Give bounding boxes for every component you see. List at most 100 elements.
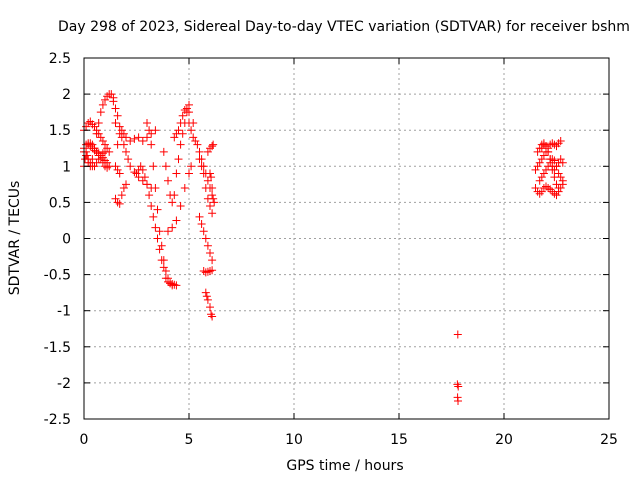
- data-point: [542, 182, 550, 191]
- data-point: [143, 133, 151, 142]
- data-point: [189, 133, 198, 142]
- data-point: [98, 149, 107, 158]
- data-point: [550, 189, 559, 198]
- data-point: [103, 92, 112, 101]
- data-point: [119, 140, 128, 149]
- data-point: [201, 268, 210, 277]
- data-point: [96, 155, 105, 164]
- data-point: [552, 191, 561, 200]
- data-point: [558, 158, 567, 167]
- data-point: [113, 111, 122, 120]
- data-point: [145, 191, 154, 200]
- data-point: [147, 140, 156, 149]
- data-point: [101, 95, 109, 104]
- grid-lines: [84, 58, 609, 419]
- data-point: [126, 137, 135, 146]
- data-point: [153, 234, 162, 243]
- data-point: [147, 129, 156, 138]
- data-point: [185, 108, 193, 117]
- y-tick-label: 2.5: [49, 51, 71, 67]
- data-point: [136, 162, 145, 171]
- data-point: [145, 126, 154, 135]
- data-point: [454, 396, 463, 405]
- data-point: [113, 198, 122, 207]
- data-point: [206, 169, 214, 178]
- data-point: [170, 133, 179, 142]
- y-axis-tick-labels: -2.5 -2 -1.5 -1 -0.5 0 0.5 1 1.5 2 2.5: [44, 51, 71, 428]
- data-point: [86, 139, 95, 148]
- data-point: [143, 118, 151, 127]
- axis-ticks: [83, 57, 610, 420]
- data-point: [151, 223, 160, 232]
- data-point: [558, 176, 567, 185]
- data-point: [453, 330, 462, 339]
- data-point: [552, 162, 561, 171]
- data-point: [174, 155, 183, 164]
- x-tick-label: 10: [285, 432, 303, 448]
- data-point: [122, 180, 130, 189]
- data-point: [185, 169, 193, 178]
- data-point: [130, 134, 139, 143]
- data-point: [203, 267, 212, 276]
- data-point: [208, 312, 217, 321]
- data-point: [542, 142, 550, 151]
- data-point: [206, 202, 214, 211]
- data-point: [140, 173, 149, 182]
- data-point: [90, 122, 99, 131]
- data-point: [187, 162, 196, 171]
- data-point: [546, 185, 555, 194]
- data-point: [88, 140, 97, 149]
- data-point: [117, 191, 126, 200]
- data-point: [195, 212, 204, 221]
- data-point: [533, 162, 542, 171]
- data-point: [130, 168, 139, 177]
- data-point: [535, 158, 544, 167]
- data-point: [203, 241, 212, 250]
- x-tick-label: 15: [390, 432, 408, 448]
- data-point: [94, 151, 103, 160]
- y-tick-label: 1.5: [49, 123, 71, 139]
- data-point: [535, 176, 544, 185]
- data-point: [544, 183, 553, 192]
- data-point: [539, 169, 548, 178]
- y-tick-label: -1.5: [44, 340, 71, 356]
- x-tick-label: 25: [600, 432, 618, 448]
- data-point: [111, 118, 120, 127]
- data-point: [531, 165, 540, 174]
- data-point: [170, 280, 179, 289]
- data-point: [208, 191, 217, 200]
- data-point: [180, 183, 189, 192]
- data-point: [544, 162, 553, 171]
- data-point: [533, 147, 542, 156]
- data-point: [537, 155, 546, 164]
- data-point: [164, 176, 172, 185]
- data-point: [164, 277, 172, 286]
- series-2: [531, 137, 567, 200]
- data-point: [164, 227, 172, 236]
- data-point: [208, 183, 217, 192]
- data-point: [168, 281, 177, 290]
- data-point: [454, 382, 463, 391]
- data-point: [98, 100, 107, 109]
- data-point: [161, 162, 170, 171]
- data-point: [111, 194, 120, 203]
- data-point: [535, 189, 544, 198]
- data-point: [115, 199, 124, 208]
- data-point: [111, 104, 120, 113]
- data-point: [209, 194, 218, 203]
- data-point: [101, 147, 109, 156]
- data-point: [556, 137, 565, 146]
- chart-title: Day 298 of 2023, Sidereal Day-to-day VTE…: [58, 19, 630, 35]
- data-point: [157, 256, 166, 265]
- data-point: [208, 209, 217, 218]
- data-point: [546, 155, 555, 164]
- y-tick-label: -2: [57, 376, 71, 392]
- data-point: [185, 118, 193, 127]
- data-point: [122, 147, 130, 156]
- data-point: [147, 202, 156, 211]
- data-point: [149, 212, 158, 221]
- series-1: [453, 330, 463, 405]
- data-point: [453, 380, 462, 389]
- data-point: [178, 111, 187, 120]
